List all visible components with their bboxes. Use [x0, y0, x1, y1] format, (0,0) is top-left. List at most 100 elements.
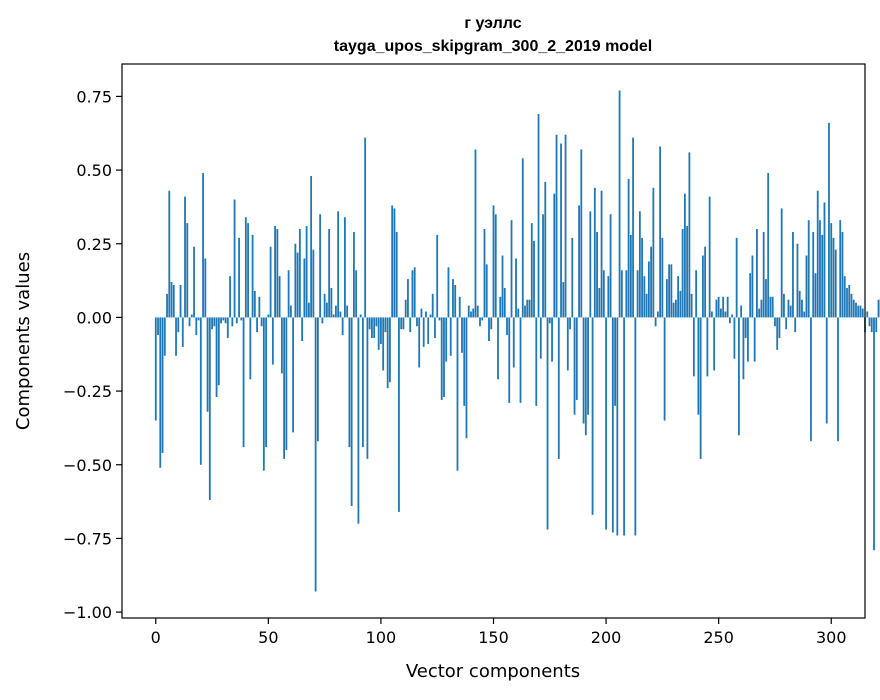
x-tick-label: 100 [366, 628, 397, 647]
bar [675, 300, 677, 318]
bar [387, 317, 389, 388]
bar [648, 261, 650, 317]
bar [468, 306, 470, 318]
bar [576, 317, 578, 400]
bar [171, 282, 173, 317]
bar [875, 317, 877, 332]
bar [439, 317, 441, 320]
bar [549, 317, 551, 323]
bar [704, 247, 706, 318]
bar [580, 149, 582, 317]
bar [571, 238, 573, 318]
bar [475, 149, 477, 317]
bar [842, 232, 844, 317]
bar [281, 317, 283, 373]
bar [835, 250, 837, 318]
bar [765, 279, 767, 317]
bar [743, 317, 745, 379]
y-tick-label: 0.50 [76, 161, 112, 180]
bar [506, 317, 508, 335]
bar [567, 317, 569, 370]
bar [344, 217, 346, 317]
bar [846, 288, 848, 317]
y-tick-label: −1.00 [63, 603, 112, 622]
bar [186, 223, 188, 317]
bar [776, 317, 778, 349]
bar [747, 317, 749, 361]
bar [720, 309, 722, 318]
bar [603, 270, 605, 317]
bar [195, 317, 197, 335]
y-tick-label: −0.50 [63, 456, 112, 475]
chart-title-line-1: г уэллс [464, 15, 521, 32]
bar [646, 294, 648, 318]
bar [632, 138, 634, 318]
bar [490, 317, 492, 329]
bar [319, 214, 321, 317]
bar [821, 235, 823, 318]
bar [700, 317, 702, 458]
bar [531, 223, 533, 317]
bar [873, 317, 875, 550]
bar [274, 226, 276, 317]
x-axis-label: Vector components [406, 661, 580, 682]
bar [308, 303, 310, 318]
bar [457, 317, 459, 470]
bar [236, 317, 238, 323]
bar [470, 312, 472, 318]
bar [245, 217, 247, 317]
bar [752, 256, 754, 318]
bar [628, 179, 630, 318]
bar [328, 229, 330, 317]
bar [222, 317, 224, 320]
bar [862, 309, 864, 318]
bar [783, 294, 785, 318]
bar [792, 232, 794, 317]
bar [272, 317, 274, 364]
bar [625, 270, 627, 317]
bar [157, 317, 159, 335]
bar [693, 317, 695, 376]
bar [520, 317, 522, 402]
bar [610, 214, 612, 317]
bar [396, 232, 398, 317]
bar [283, 317, 285, 458]
bar [238, 238, 240, 318]
bar [713, 317, 715, 370]
x-tick-label: 150 [478, 628, 509, 647]
bar [418, 317, 420, 367]
bar [709, 197, 711, 318]
y-tick-label: −0.75 [63, 529, 112, 548]
bar [225, 317, 227, 323]
bar [310, 176, 312, 317]
bar [522, 158, 524, 317]
bar [403, 317, 405, 329]
bar [191, 314, 193, 317]
bar [540, 317, 542, 358]
bar [193, 247, 195, 318]
bar [155, 317, 157, 420]
bar [659, 147, 661, 318]
bar [351, 317, 353, 506]
bar [159, 317, 161, 467]
bar [722, 297, 724, 318]
bar [790, 306, 792, 318]
bar [729, 317, 731, 323]
bar [697, 317, 699, 414]
bar [601, 191, 603, 318]
bar [553, 194, 555, 318]
bar [857, 306, 859, 318]
bar [810, 317, 812, 441]
bar [378, 317, 380, 349]
bar [761, 300, 763, 318]
bar [317, 317, 319, 441]
bar [177, 317, 179, 332]
bar [623, 317, 625, 535]
bar [220, 317, 222, 323]
bar [688, 152, 690, 317]
bar [538, 114, 540, 317]
bar [454, 285, 456, 317]
bar [758, 309, 760, 318]
bar [407, 279, 409, 317]
